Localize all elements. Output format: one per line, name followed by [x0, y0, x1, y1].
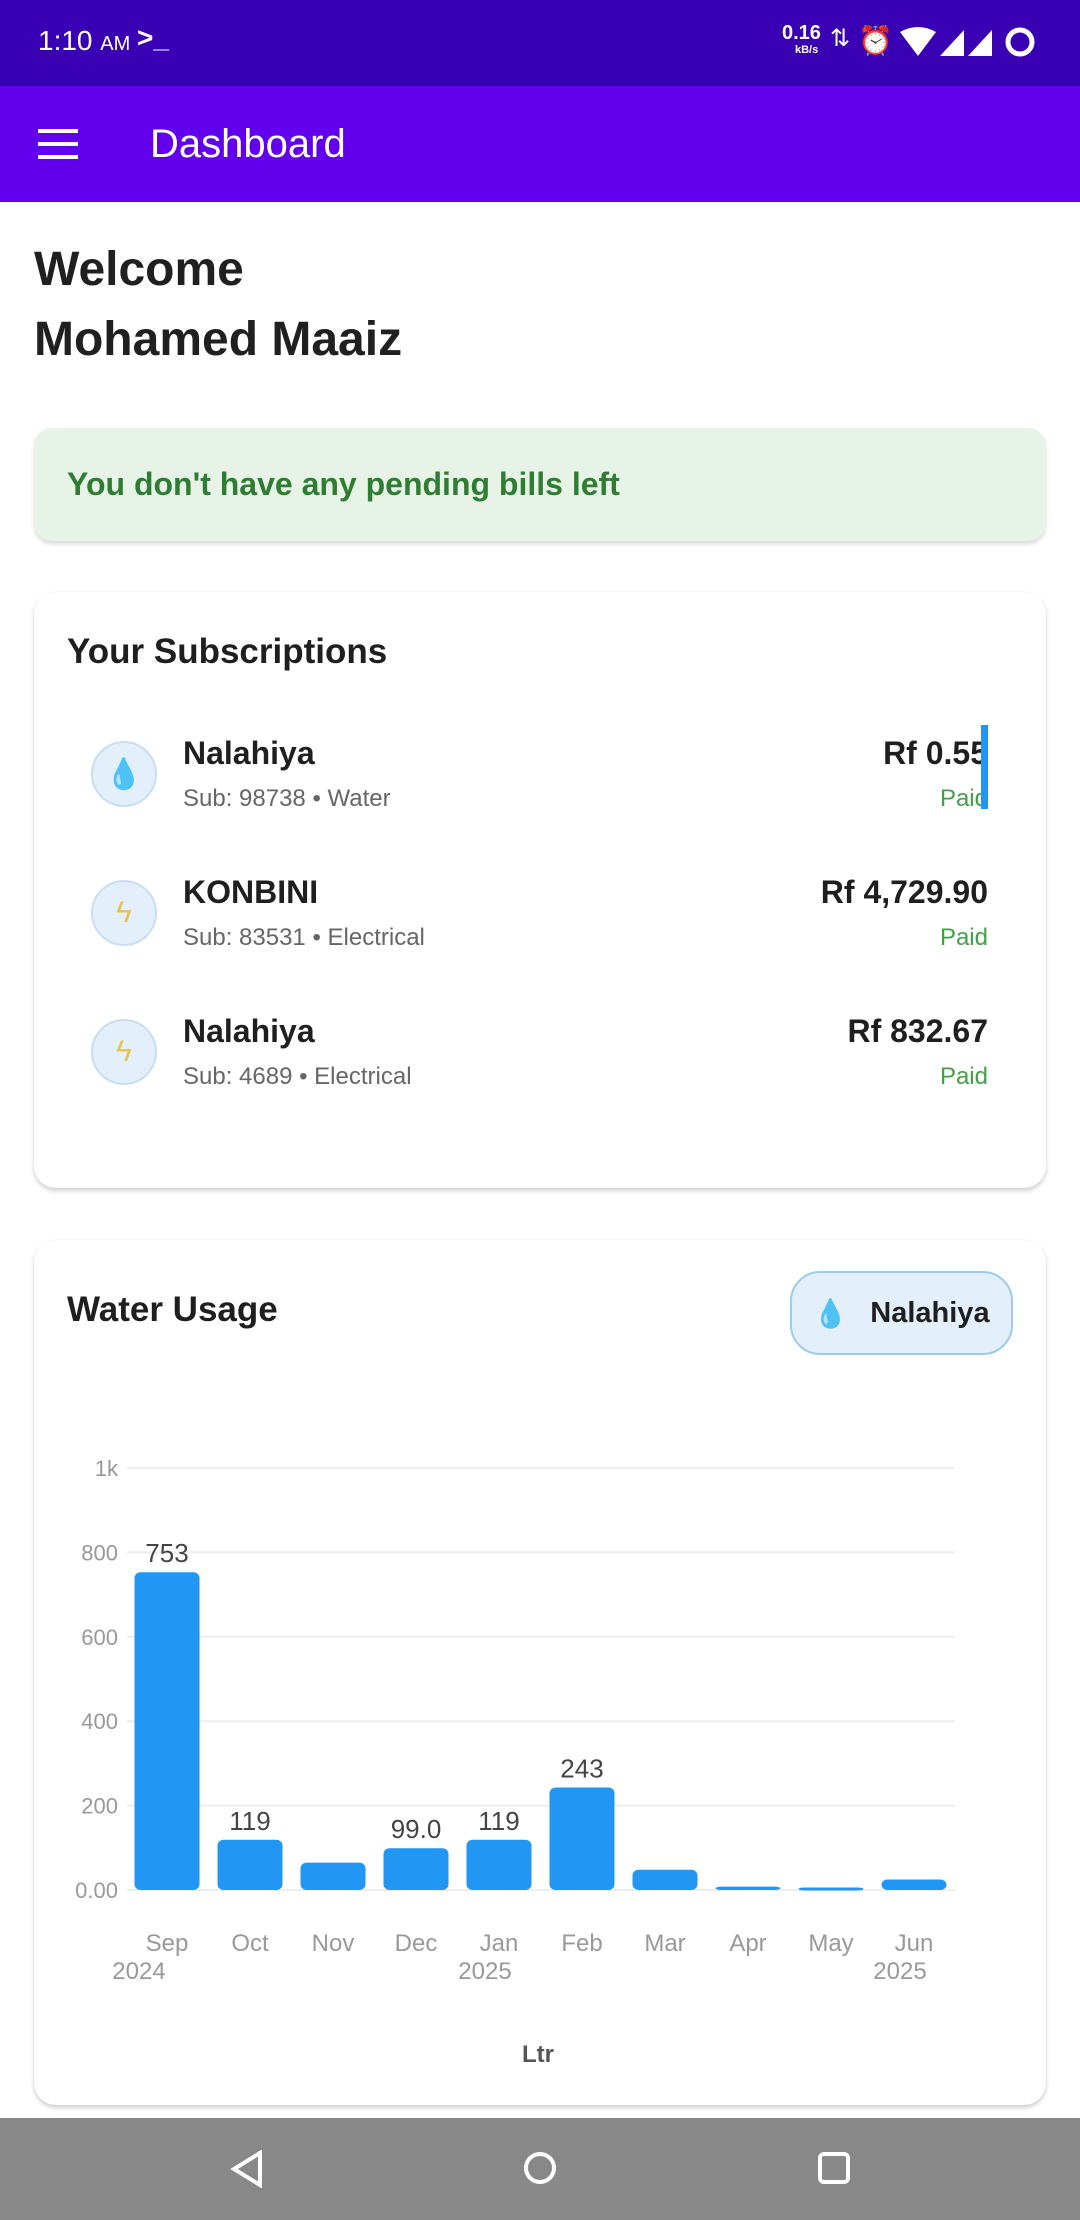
signal-icon: [940, 30, 964, 56]
x-tick-label: Jan: [480, 1930, 519, 1957]
bar-may: [798, 1887, 864, 1891]
water-drop-icon: 💧: [91, 741, 157, 807]
water-drop-icon: 💧: [813, 1297, 849, 1329]
x-tick-label: Sep: [146, 1930, 189, 1957]
status-bar: 1:10 AM >_ 0.16 kB/s ⇅ ⏰: [0, 0, 1080, 86]
x-tick-label: Apr: [729, 1930, 766, 1957]
x-tick-year: 2025: [873, 1958, 926, 1985]
status-badge: Paid: [939, 1063, 988, 1090]
subscription-detail: Sub: 4689 • Electrical: [183, 1063, 412, 1090]
x-tick-label: Nov: [312, 1930, 355, 1957]
y-tick-label: 0.00: [75, 1878, 118, 1903]
bar-sep: [134, 1572, 200, 1890]
subscription-item[interactable]: ϟ Nalahiya Sub: 4689 • Electrical Rf 832…: [34, 1013, 1046, 1133]
bar-dec: [383, 1848, 449, 1890]
bar-oct: [217, 1839, 283, 1890]
subscription-item[interactable]: 💧 Nalahiya Sub: 98738 • Water Rf 0.55 Pa…: [34, 725, 1046, 855]
bar-nov: [300, 1862, 366, 1890]
subscriptions-title: Your Subscriptions: [67, 632, 388, 671]
x-tick-label: Mar: [644, 1930, 685, 1957]
selected-indicator: [981, 725, 988, 809]
data-label: 119: [478, 1806, 519, 1836]
back-icon[interactable]: [230, 2150, 264, 2188]
bar-feb: [549, 1787, 615, 1890]
y-tick-label: 200: [81, 1794, 118, 1819]
y-tick-label: 400: [81, 1709, 118, 1734]
subscription-chip[interactable]: 💧 Nalahiya: [790, 1271, 1013, 1355]
alarm-icon: ⏰: [858, 25, 893, 56]
x-tick-year: 2025: [458, 1958, 511, 1985]
app-bar: Dashboard: [0, 86, 1080, 202]
x-tick-label: Dec: [395, 1930, 438, 1957]
user-name: Mohamed Maaiz: [34, 313, 403, 366]
bar-mar: [632, 1869, 698, 1890]
signal-icon-2: [968, 30, 992, 56]
x-tick-label: Jun: [895, 1930, 934, 1957]
net-unit: kB/s: [795, 44, 819, 56]
signal-icons: [900, 27, 1035, 57]
recents-icon[interactable]: [816, 2150, 852, 2186]
pending-bills-banner: You don't have any pending bills left: [34, 428, 1046, 541]
subscription-amount: Rf 0.55: [883, 735, 988, 771]
subscription-name: Nalahiya: [183, 735, 315, 771]
clock: 1:10 AM: [38, 25, 131, 56]
terminal-icon: >_: [137, 22, 169, 53]
data-label: 753: [145, 1538, 188, 1568]
hamburger-icon[interactable]: [38, 129, 78, 159]
welcome-label: Welcome: [34, 243, 244, 296]
status-badge: Paid: [939, 785, 988, 812]
x-tick-label: May: [808, 1930, 853, 1957]
data-arrows-icon: ⇅: [830, 25, 851, 52]
net-speed: 0.16: [782, 22, 821, 44]
y-tick-label: 600: [81, 1625, 118, 1650]
navigation-bar: [0, 2118, 1080, 2220]
subscriptions-card: Your Subscriptions 💧 Nalahiya Sub: 98738…: [34, 592, 1046, 1188]
lightning-icon: ϟ: [91, 1019, 157, 1085]
wifi-icon: [900, 27, 936, 56]
x-tick-label: Feb: [561, 1930, 602, 1957]
water-usage-card: Water Usage 💧 Nalahiya: [34, 1240, 1046, 2105]
data-label: 119: [229, 1806, 270, 1836]
data-label: 243: [560, 1753, 603, 1783]
y-tick-label: 1k: [95, 1456, 119, 1481]
subscription-item[interactable]: ϟ KONBINI Sub: 83531 • Electrical Rf 4,7…: [34, 874, 1046, 994]
y-tick-label: 800: [81, 1540, 118, 1565]
banner-text: You don't have any pending bills left: [67, 466, 620, 502]
subscription-amount: Rf 832.67: [847, 1013, 988, 1049]
battery-icon: [1005, 27, 1035, 57]
x-tick-label: Oct: [231, 1930, 269, 1957]
subscription-detail: Sub: 98738 • Water: [183, 785, 391, 812]
lightning-icon: ϟ: [91, 880, 157, 946]
bar-jan: [466, 1839, 532, 1890]
bar-apr: [715, 1886, 781, 1890]
water-usage-title: Water Usage: [67, 1290, 278, 1329]
subscription-amount: Rf 4,729.90: [820, 874, 988, 910]
chip-label: Nalahiya: [870, 1296, 990, 1329]
subscription-name: Nalahiya: [183, 1013, 315, 1049]
status-badge: Paid: [939, 924, 988, 951]
home-icon[interactable]: [522, 2150, 558, 2186]
page-title: Dashboard: [150, 122, 346, 166]
subscription-detail: Sub: 83531 • Electrical: [183, 924, 425, 951]
data-label: 99.0: [391, 1814, 442, 1844]
x-axis-label: Ltr: [522, 2041, 554, 2068]
subscription-name: KONBINI: [183, 874, 319, 910]
bar-jun: [881, 1879, 947, 1890]
x-tick-year: 2024: [112, 1958, 165, 1985]
